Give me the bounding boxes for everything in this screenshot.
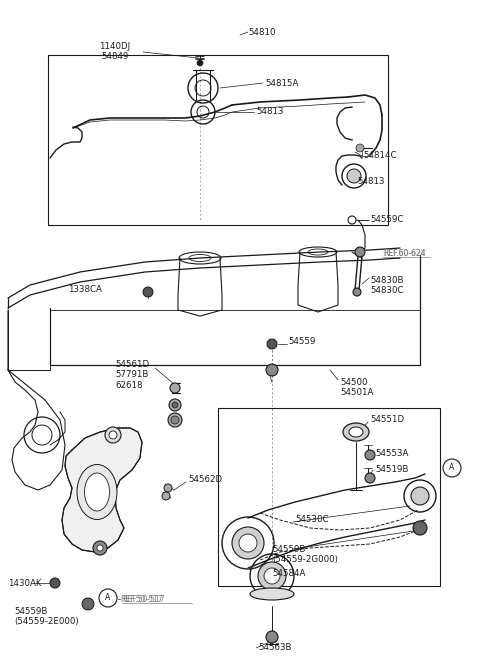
Text: REF.60-624: REF.60-624 [383,249,426,257]
Circle shape [162,492,170,500]
Text: 54551D: 54551D [370,416,404,424]
Circle shape [197,60,203,66]
Bar [218,408,440,586]
Circle shape [50,578,60,588]
Circle shape [266,631,278,643]
Circle shape [413,521,427,535]
Circle shape [355,247,365,257]
Text: REF.50-517: REF.50-517 [122,594,165,604]
Circle shape [239,534,257,552]
Text: REF.60-624: REF.60-624 [383,249,426,257]
Circle shape [143,287,153,297]
Circle shape [109,431,117,439]
Circle shape [164,484,172,492]
Text: 54500
54501A: 54500 54501A [340,378,373,398]
Text: 1140DJ
54849: 1140DJ 54849 [99,42,131,61]
Text: 54810: 54810 [248,28,276,37]
Circle shape [232,527,264,559]
Circle shape [356,144,364,152]
Circle shape [172,402,178,408]
Circle shape [267,339,277,349]
Text: 54530C: 54530C [295,516,328,524]
Polygon shape [62,428,142,552]
Circle shape [93,541,107,555]
Bar [48,55,388,225]
Text: 54584A: 54584A [272,568,305,578]
Text: 54815A: 54815A [265,79,299,87]
Text: 54562D: 54562D [188,476,222,484]
Circle shape [365,473,375,483]
Text: 54559C: 54559C [370,215,403,225]
Circle shape [347,169,361,183]
Text: 1430AK: 1430AK [8,578,41,588]
Text: 54813: 54813 [357,177,384,187]
Ellipse shape [84,473,109,511]
Text: A: A [106,594,110,602]
Text: 54813: 54813 [256,107,284,117]
Circle shape [82,598,94,610]
Text: 54561D
57791B
62618: 54561D 57791B 62618 [115,360,149,390]
Ellipse shape [349,427,363,437]
Ellipse shape [250,588,294,600]
Text: A: A [449,464,455,472]
Text: REF.50-517: REF.50-517 [120,596,163,604]
Ellipse shape [343,423,369,441]
Circle shape [264,568,280,584]
Circle shape [168,413,182,427]
Circle shape [411,487,429,505]
Text: 54814C: 54814C [363,151,396,161]
Circle shape [266,364,278,376]
Circle shape [365,450,375,460]
Text: 54559B
(54559-2E000): 54559B (54559-2E000) [14,607,79,626]
Text: 54830B
54830C: 54830B 54830C [370,276,404,295]
Ellipse shape [77,464,117,520]
Circle shape [105,427,121,443]
Circle shape [97,545,103,551]
Circle shape [170,383,180,393]
Text: 54553A: 54553A [375,448,408,458]
Circle shape [169,399,181,411]
Circle shape [258,562,286,590]
Text: 54519B: 54519B [375,466,408,474]
Circle shape [171,416,179,424]
Text: 54559: 54559 [288,338,315,346]
Text: 54563B: 54563B [258,644,291,652]
Text: 1338CA: 1338CA [68,285,102,295]
Text: 54559B
(54559-2G000): 54559B (54559-2G000) [272,545,338,564]
Circle shape [353,288,361,296]
